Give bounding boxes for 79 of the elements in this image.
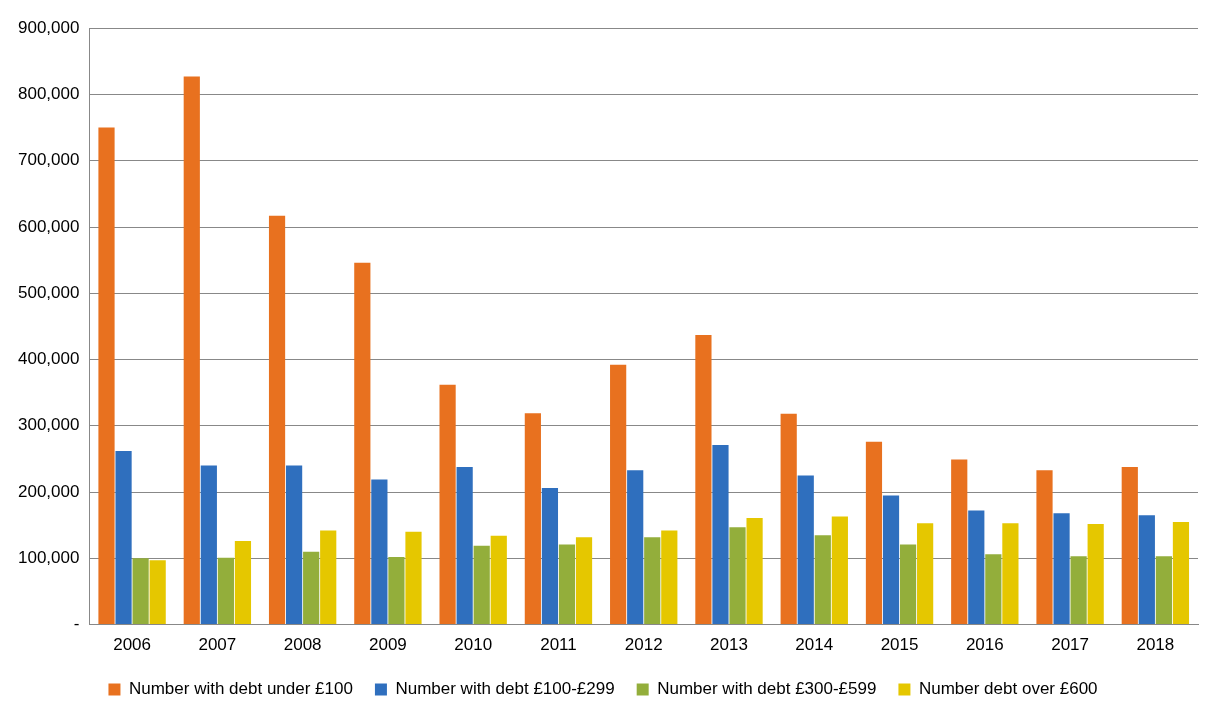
legend-label: Number debt over £600 xyxy=(918,679,1098,699)
y-tick-label: - xyxy=(73,614,80,634)
bar xyxy=(1155,556,1172,625)
bar xyxy=(951,459,968,625)
bar xyxy=(797,475,814,625)
bar xyxy=(1036,470,1053,625)
bar xyxy=(439,384,456,625)
bar xyxy=(98,127,115,625)
bar xyxy=(524,413,541,625)
y-tick-label: 200,000 xyxy=(18,481,80,501)
y-tick-label: 100,000 xyxy=(18,548,80,568)
x-tick-label: 2007 xyxy=(198,635,237,655)
legend-label: Number with debt under £100 xyxy=(128,679,353,699)
bar xyxy=(610,364,627,625)
bar xyxy=(780,413,797,625)
bar xyxy=(558,544,576,625)
x-tick-label: 2017 xyxy=(1051,635,1089,655)
bar xyxy=(712,445,729,625)
bar xyxy=(1053,513,1070,625)
bar xyxy=(917,523,934,625)
bar xyxy=(371,479,388,625)
bar xyxy=(303,551,320,625)
bar xyxy=(1121,466,1138,625)
bar xyxy=(661,530,678,625)
y-tick-label: 900,000 xyxy=(18,17,80,37)
x-tick-label: 2014 xyxy=(795,635,834,655)
bar xyxy=(115,450,132,625)
bar xyxy=(695,335,712,625)
bar xyxy=(405,531,422,625)
y-tick-label: 400,000 xyxy=(18,349,80,369)
bar xyxy=(899,544,917,625)
bar xyxy=(132,558,149,625)
x-tick-label: 2016 xyxy=(965,635,1004,655)
bar xyxy=(882,495,900,625)
bar xyxy=(627,470,644,625)
x-tick-label: 2013 xyxy=(710,635,748,655)
bar xyxy=(456,466,473,625)
bar xyxy=(1087,523,1104,625)
bar xyxy=(234,541,252,625)
x-tick-label: 2006 xyxy=(113,635,151,655)
bar xyxy=(149,560,166,625)
bar xyxy=(831,516,848,625)
bar xyxy=(388,557,405,625)
x-tick-label: 2009 xyxy=(368,635,407,655)
x-tick-label: 2018 xyxy=(1136,635,1175,655)
bar xyxy=(865,441,883,625)
bar xyxy=(217,557,234,625)
bar xyxy=(268,215,286,625)
bar xyxy=(968,510,985,625)
bar xyxy=(644,537,661,625)
y-tick-label: 700,000 xyxy=(18,150,80,170)
bar xyxy=(286,465,303,625)
bar xyxy=(575,537,593,625)
x-tick-label: 2011 xyxy=(540,635,577,655)
bar xyxy=(985,554,1002,625)
bar xyxy=(354,262,371,625)
legend-label: Number with debt £300-£599 xyxy=(657,679,877,699)
bar xyxy=(1002,523,1019,625)
x-tick-label: 2012 xyxy=(624,635,663,655)
bar xyxy=(814,535,831,625)
bar xyxy=(1070,556,1087,625)
y-tick-label: 300,000 xyxy=(18,415,80,435)
x-tick-label: 2008 xyxy=(283,635,322,655)
legend-label: Number with debt £100-£299 xyxy=(395,679,615,699)
bar xyxy=(320,530,337,625)
bar xyxy=(1138,515,1155,625)
bar xyxy=(1172,521,1190,625)
y-tick-label: 500,000 xyxy=(18,282,80,302)
y-tick-label: 800,000 xyxy=(18,84,80,104)
x-tick-label: 2015 xyxy=(880,635,919,655)
bar xyxy=(541,488,559,625)
y-tick-label: 600,000 xyxy=(18,216,80,236)
bar xyxy=(746,517,763,625)
bar xyxy=(490,535,507,625)
bar xyxy=(183,76,200,625)
x-tick-label: 2010 xyxy=(454,635,493,655)
bar xyxy=(729,527,746,625)
bar xyxy=(473,545,490,625)
bar xyxy=(200,465,217,625)
